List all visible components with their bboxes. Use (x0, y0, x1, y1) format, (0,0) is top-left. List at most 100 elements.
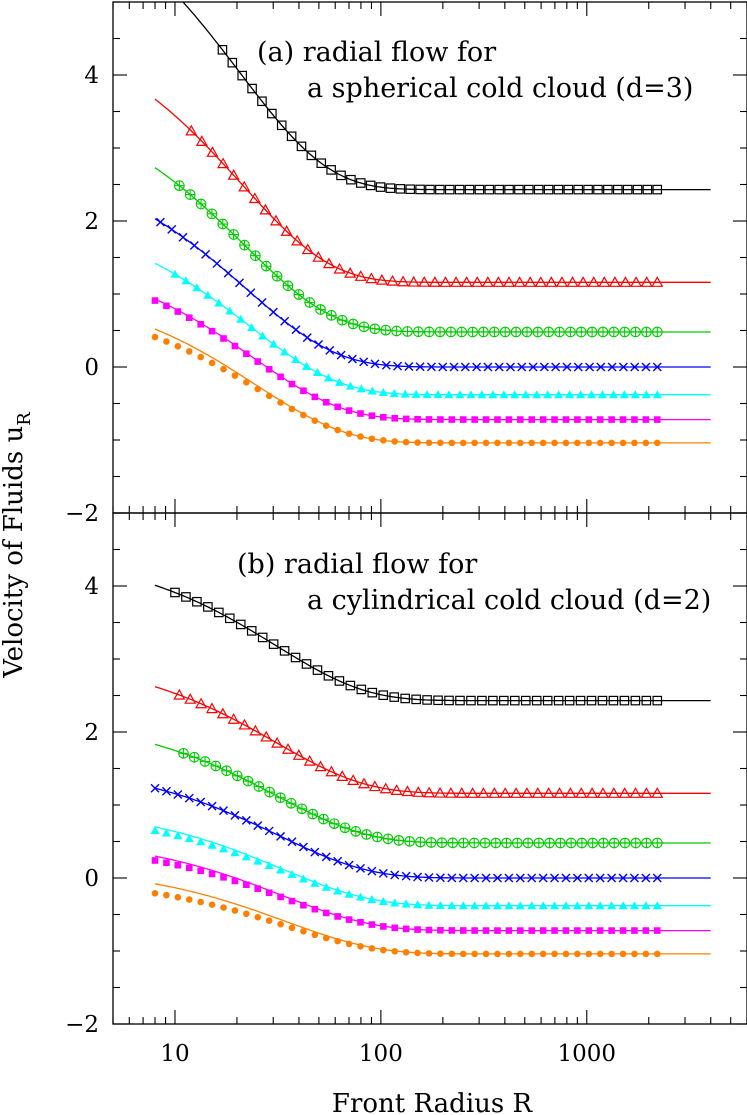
series-4-point (561, 901, 571, 910)
series-2-point (586, 326, 598, 338)
series-4-point (411, 389, 421, 398)
series-6-point (254, 913, 262, 921)
series-2-point (242, 775, 254, 787)
series-4-point (310, 878, 320, 887)
series-0-point (641, 695, 652, 706)
series-3-point (212, 259, 222, 269)
series-1-point (651, 787, 664, 798)
series-3-point (196, 797, 206, 807)
series-1-point (510, 787, 523, 798)
series-6-point (437, 950, 444, 957)
series-3-point (287, 837, 297, 847)
series-1-point (618, 787, 631, 798)
series-1-point (629, 787, 642, 798)
series-0-point (257, 632, 268, 643)
series-3-point (538, 873, 548, 883)
series-4-point (652, 390, 662, 399)
series-0-point (520, 695, 531, 706)
series-5-point (551, 416, 558, 423)
series-1-point (238, 180, 251, 192)
series-0-point (334, 676, 345, 686)
series-2-point (544, 837, 555, 849)
series-1-point (412, 786, 425, 797)
series-1-point (564, 787, 577, 798)
series-3-point (207, 801, 217, 811)
series-0-point (356, 684, 367, 695)
series-3-point (573, 362, 583, 372)
series-3-point (572, 873, 582, 883)
y-tick-label: −2 (65, 1012, 99, 1038)
series-5-point (448, 416, 456, 423)
series-4-data-points (170, 269, 662, 399)
series-4-point (276, 865, 286, 874)
series-0-point (593, 184, 603, 195)
series-1-point (365, 272, 378, 284)
series-0-point (484, 184, 495, 195)
series-6-point (539, 950, 547, 958)
series-2-point (619, 837, 631, 849)
series-5-point (197, 320, 204, 328)
series-1-point (368, 780, 381, 792)
series-4-point (652, 901, 662, 910)
series-6-data-points (151, 890, 661, 958)
series-0-point (367, 687, 378, 698)
series-3-point (449, 362, 459, 372)
series-1-point (418, 275, 431, 287)
series-5-point (562, 416, 570, 423)
series-4-point (302, 361, 312, 370)
series-6-point (517, 439, 524, 447)
series-0-point (543, 184, 554, 195)
panel-b-cylindrical: −2 0 2 4 10 100 1000 (65, 512, 747, 1067)
series-4-point (207, 840, 217, 849)
series-2-point (445, 326, 457, 338)
series-1-point (460, 276, 473, 287)
series-0-point (400, 693, 410, 704)
series-5-point (197, 867, 204, 875)
series-5-point (277, 373, 284, 381)
series-2-point (521, 326, 533, 338)
series-1-fit-line (154, 98, 711, 283)
series-6-point (334, 426, 341, 434)
series-6-point (596, 950, 604, 958)
series-2-point (587, 837, 599, 849)
series-2-point (228, 229, 240, 240)
series-4-point (641, 901, 651, 910)
y-tick-label: 2 (84, 209, 99, 235)
series-4-point (173, 831, 183, 840)
series-2-point (478, 326, 489, 338)
series-6-point (311, 931, 319, 939)
series-0-data-points (170, 587, 663, 706)
series-4-point (389, 388, 399, 397)
series-3-fit-line (154, 218, 711, 368)
series-3-point (652, 873, 662, 883)
series-0-point (466, 695, 476, 706)
series-0-point (268, 639, 279, 649)
series-4-point (629, 901, 639, 910)
series-2-point (608, 837, 620, 849)
series-2-point (382, 833, 394, 845)
series-6-point (357, 433, 364, 440)
series-2-point (328, 818, 340, 829)
series-4-point (280, 347, 290, 356)
series-1-point (184, 692, 197, 704)
series-3-point (550, 873, 560, 883)
series-2-data-points (178, 748, 663, 849)
series-1-fit-line (154, 686, 711, 794)
y-tick-label: 2 (84, 720, 99, 746)
panel-a-spherical: −2 0 2 4 (65, 1, 747, 527)
series-2-point (369, 323, 381, 335)
series-5-point (608, 927, 615, 934)
series-1-point (401, 785, 414, 797)
series-1-point (291, 234, 304, 246)
series-0-point (464, 184, 475, 195)
series-3-point (413, 872, 423, 882)
series-5-point (380, 413, 387, 421)
series-2-point (264, 786, 275, 798)
series-2-point (554, 326, 565, 338)
series-4-point (219, 844, 229, 853)
series-4-point (458, 901, 468, 910)
series-5-point (574, 927, 581, 934)
series-2-point (210, 760, 222, 772)
series-5-point (437, 926, 444, 934)
x-tick-marks (112, 513, 747, 1024)
